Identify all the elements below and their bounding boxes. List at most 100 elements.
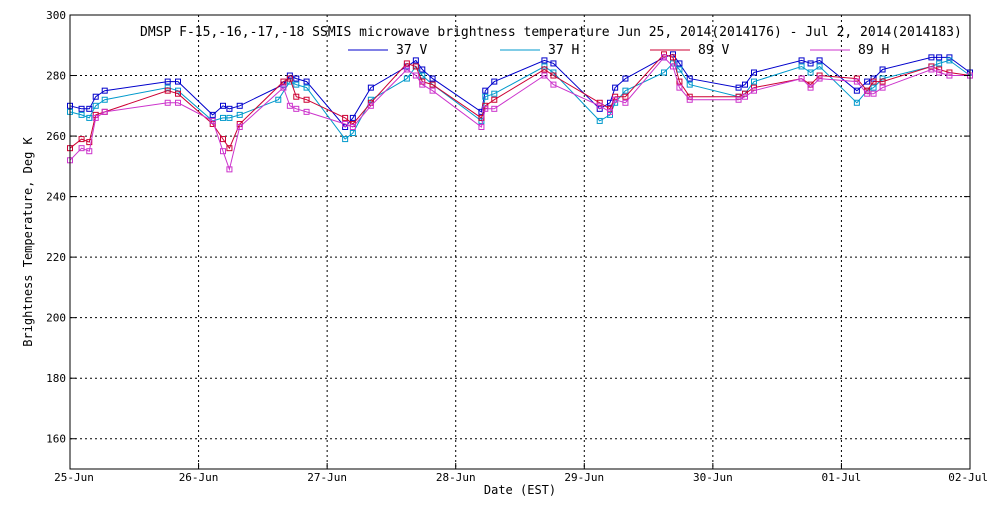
data-point xyxy=(853,99,860,106)
legend: 37 V 37 H 89 V 89 H xyxy=(348,43,889,58)
data-point xyxy=(686,81,693,88)
x-tick-label: 01-Jul xyxy=(822,471,862,484)
data-point xyxy=(550,60,557,67)
data-point xyxy=(367,102,374,109)
data-point xyxy=(936,60,943,67)
data-point xyxy=(661,69,667,76)
data-point xyxy=(86,148,93,155)
data-point xyxy=(164,84,171,91)
data-point xyxy=(491,78,498,85)
data-point xyxy=(751,78,757,85)
legend-label: 37 V xyxy=(396,43,427,58)
x-tick-label: 02-Jul xyxy=(948,471,988,484)
data-point xyxy=(798,57,805,64)
data-point xyxy=(78,145,85,152)
data-point xyxy=(342,120,349,127)
data-point xyxy=(864,78,871,85)
data-point xyxy=(491,90,498,97)
data-point xyxy=(541,72,548,79)
data-point xyxy=(686,75,693,82)
chart-title: DMSP F-15,-16,-17,-18 SSMIS microwave br… xyxy=(140,25,962,40)
data-point xyxy=(751,87,757,94)
x-tick-label: 26-Jun xyxy=(179,471,219,484)
data-point xyxy=(226,114,233,121)
data-point xyxy=(928,66,935,73)
data-point xyxy=(403,60,410,67)
data-point xyxy=(807,69,814,76)
data-point xyxy=(175,87,181,94)
data-point xyxy=(275,96,282,103)
legend-label: 37 H xyxy=(548,43,579,58)
series-89-h xyxy=(67,54,973,173)
data-point xyxy=(286,102,293,109)
data-point xyxy=(798,63,805,70)
data-point xyxy=(676,60,683,67)
data-point xyxy=(550,72,557,79)
data-point xyxy=(870,90,877,97)
data-point xyxy=(541,66,548,73)
data-point xyxy=(367,84,374,91)
data-point xyxy=(596,117,603,124)
data-point xyxy=(807,60,814,67)
data-point xyxy=(816,63,823,70)
data-point xyxy=(936,66,943,73)
data-point xyxy=(412,72,419,79)
data-point xyxy=(550,81,557,88)
data-point xyxy=(226,105,233,112)
data-point xyxy=(607,108,613,115)
data-point xyxy=(879,78,886,85)
data-point xyxy=(86,139,93,146)
y-tick-label: 200 xyxy=(46,312,66,325)
data-point xyxy=(303,96,310,103)
data-point xyxy=(928,63,935,70)
data-point xyxy=(482,93,489,100)
data-point xyxy=(429,87,436,94)
data-point xyxy=(735,84,742,91)
data-point xyxy=(816,72,823,79)
data-point xyxy=(429,81,436,88)
data-point xyxy=(742,81,748,88)
data-point xyxy=(349,123,356,130)
data-point xyxy=(164,99,171,106)
data-point xyxy=(164,87,171,94)
data-point xyxy=(853,87,860,94)
series-line xyxy=(69,56,970,172)
data-point xyxy=(491,96,498,103)
data-point xyxy=(293,93,300,100)
y-tick-label: 220 xyxy=(46,251,66,264)
data-point xyxy=(419,81,426,88)
data-point xyxy=(342,136,349,143)
data-point xyxy=(676,78,683,85)
legend-label: 89 H xyxy=(858,43,889,58)
data-point xyxy=(101,108,108,115)
data-point xyxy=(293,105,300,112)
data-point xyxy=(92,93,99,100)
data-point xyxy=(92,114,99,121)
y-tick-label: 180 xyxy=(46,372,66,385)
x-tick-label: 27-Jun xyxy=(307,471,347,484)
data-point xyxy=(78,111,85,118)
data-point xyxy=(209,111,216,118)
data-point xyxy=(541,57,548,64)
data-point xyxy=(419,66,426,73)
data-point xyxy=(78,136,85,143)
data-point xyxy=(226,145,233,152)
y-tick-label: 280 xyxy=(46,70,66,83)
data-point xyxy=(751,84,757,91)
data-point xyxy=(482,87,489,94)
data-point xyxy=(816,57,823,64)
data-point xyxy=(403,66,410,73)
data-point xyxy=(853,75,860,82)
data-point xyxy=(870,75,877,82)
data-point xyxy=(226,166,233,173)
data-point xyxy=(236,102,243,109)
data-point xyxy=(864,90,871,97)
data-point xyxy=(936,54,943,61)
legend-label: 89 V xyxy=(698,43,729,58)
data-point xyxy=(478,123,485,130)
data-point xyxy=(303,78,310,85)
data-point xyxy=(86,114,93,121)
data-point xyxy=(735,96,742,103)
